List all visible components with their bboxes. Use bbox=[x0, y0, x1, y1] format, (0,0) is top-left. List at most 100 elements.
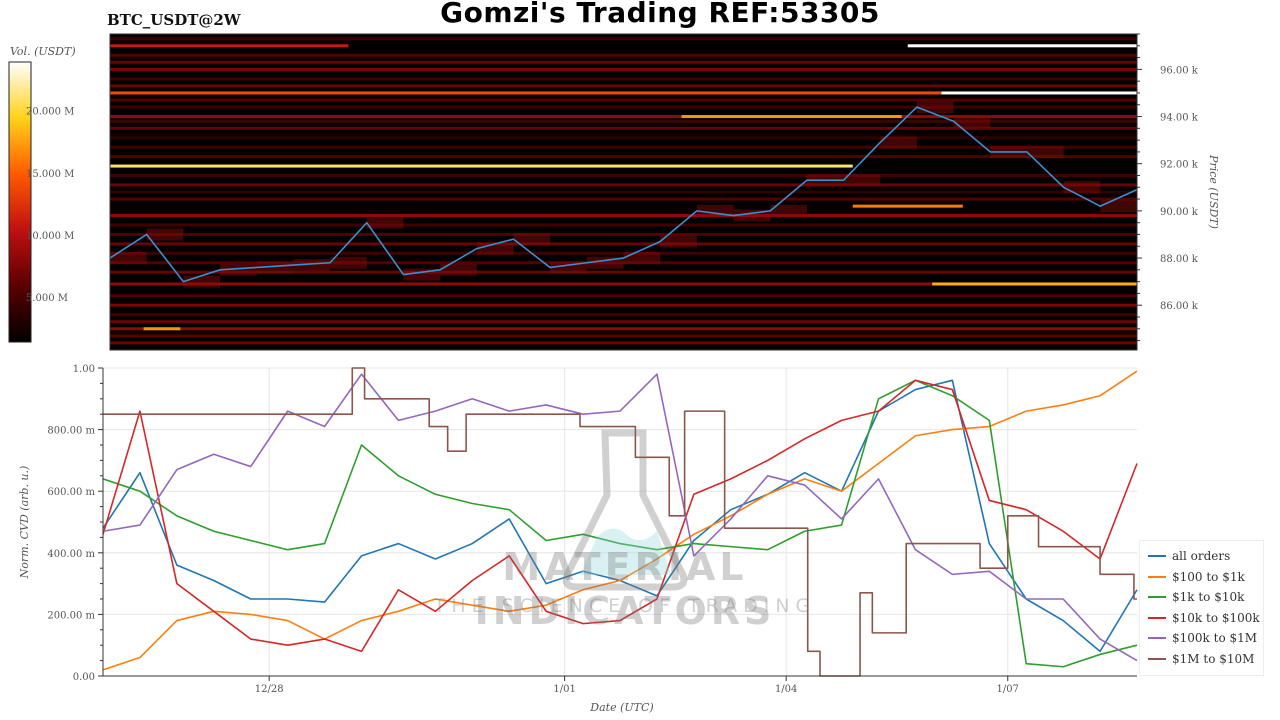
liquidity-level bbox=[110, 126, 1137, 130]
heatmap-frame bbox=[109, 33, 1138, 351]
legend-swatch bbox=[1148, 657, 1166, 660]
liquidity-level bbox=[110, 232, 1137, 236]
price-liquidity-cluster bbox=[220, 263, 257, 276]
colorbar-tick-label: 10.000 M bbox=[26, 231, 74, 242]
legend-item: $1M to $10M bbox=[1148, 649, 1263, 670]
legend-swatch bbox=[1148, 616, 1166, 619]
liquidity-level bbox=[110, 60, 1137, 64]
price-liquidity-cluster bbox=[770, 204, 807, 217]
price-liquidity-cluster bbox=[256, 261, 294, 274]
cvd-series-line bbox=[102, 379, 1138, 668]
colorbar-tick-label: 20.000 M bbox=[26, 107, 74, 118]
price-liquidity-cluster bbox=[1063, 181, 1101, 194]
liquidity-level bbox=[110, 242, 1137, 246]
colorbar-tick-label: 5.000 M bbox=[26, 293, 68, 304]
liquidity-level bbox=[110, 334, 1137, 338]
liquidity-level bbox=[110, 105, 1137, 109]
liquidity-wall bbox=[110, 91, 942, 95]
colorbar: 5.000 M 10.000 M 15.000 M 20.000 M bbox=[8, 61, 74, 343]
liquidity-level bbox=[110, 67, 1137, 71]
cvd-y-tick-label: 200.00 m bbox=[47, 610, 95, 621]
legend-swatch bbox=[1148, 555, 1166, 558]
cvd-y-tick-label: 800.00 m bbox=[47, 426, 95, 437]
liquidity-level bbox=[110, 270, 1137, 274]
price-liquidity-cluster bbox=[1100, 200, 1137, 213]
liquidity-level bbox=[110, 294, 1137, 298]
liquidity-level bbox=[110, 190, 1137, 194]
liquidity-level bbox=[110, 183, 1137, 187]
liquidity-level bbox=[110, 197, 1137, 201]
price-liquidity-cluster bbox=[146, 228, 184, 241]
price-liquidity-cluster bbox=[1026, 145, 1064, 158]
liquidity-level bbox=[110, 303, 1137, 307]
legend-label: $10k to $100k bbox=[1172, 610, 1260, 625]
liquidity-level bbox=[110, 115, 1137, 119]
date-tick-label: 1/04 bbox=[775, 684, 797, 695]
legend-item: $100k to $1M bbox=[1148, 628, 1263, 649]
liquidity-level bbox=[110, 282, 1137, 286]
date-tick-label: 12/28 bbox=[255, 684, 284, 695]
liquidity-level bbox=[110, 327, 1137, 331]
colorbar-bar bbox=[8, 61, 32, 343]
legend-label: all orders bbox=[1172, 549, 1231, 564]
cvd-y-tick-label: 1.00 bbox=[73, 364, 95, 375]
legend-swatch bbox=[1148, 637, 1166, 640]
liquidity-level bbox=[110, 214, 1137, 218]
price-tick-label: 94.00 k bbox=[1160, 113, 1199, 124]
liquidity-wall bbox=[110, 44, 349, 48]
price-liquidity-cluster bbox=[916, 101, 954, 114]
liquidity-wall bbox=[941, 91, 1137, 95]
date-tick-label: 1/07 bbox=[997, 684, 1019, 695]
liquidity-wall bbox=[110, 164, 853, 168]
cvd-y-tick-label: 400.00 m bbox=[47, 549, 95, 560]
price-liquidity-cluster bbox=[953, 115, 991, 128]
date-axis-label: Date (UTC) bbox=[589, 701, 653, 714]
price-tick-label: 92.00 k bbox=[1160, 160, 1199, 171]
liquidity-level bbox=[110, 98, 1137, 102]
liquidity-level bbox=[110, 145, 1137, 149]
liquidity-level bbox=[110, 223, 1137, 227]
liquidity-level bbox=[110, 53, 1137, 57]
price-liquidity-cluster bbox=[110, 252, 147, 265]
cvd-y-axis-label: Norm. CVD (arb. u.) bbox=[18, 466, 31, 580]
price-axis-label: Price (USDT) bbox=[1207, 154, 1220, 229]
liquidity-wall bbox=[143, 327, 181, 331]
price-liquidity-cluster bbox=[366, 216, 404, 229]
price-liquidity-cluster bbox=[440, 263, 477, 276]
cvd-series-line bbox=[102, 379, 1138, 653]
legend-swatch bbox=[1148, 575, 1166, 578]
colorbar-label: Vol. (USDT) bbox=[10, 45, 76, 58]
liquidity-level bbox=[110, 155, 1137, 159]
liquidity-level bbox=[110, 341, 1137, 345]
legend-item: $1k to $10k bbox=[1148, 587, 1263, 608]
price-liquidity-cluster bbox=[183, 275, 221, 288]
liquidity-level bbox=[110, 173, 1137, 177]
price-liquidity-cluster bbox=[623, 252, 661, 265]
legend: all orders $100 to $1k $1k to $10k $10k to … bbox=[1139, 540, 1264, 676]
cvd-panel: 0.00 200.00 m 400.00 m 600.00 m 800.00 m 1.00… bbox=[47, 364, 1138, 695]
legend-item: all orders bbox=[1148, 546, 1263, 567]
heatmap-panel: 86.00 k 88.00 k 90.00 k 92.00 k 94.00 k 96.00… bbox=[109, 33, 1199, 351]
cvd-series-line bbox=[102, 379, 1138, 653]
liquidity-level bbox=[110, 251, 1137, 255]
liquidity-wall bbox=[932, 282, 1137, 286]
chart-main-title: Gomzi's Trading REF:53305 bbox=[440, 0, 880, 29]
liquidity-wall bbox=[852, 204, 963, 208]
legend-item: $10k to $100k bbox=[1148, 608, 1263, 629]
price-tick-label: 86.00 k bbox=[1160, 301, 1199, 312]
liquidity-level bbox=[110, 77, 1137, 81]
legend-label: $100k to $1M bbox=[1172, 631, 1258, 646]
legend-item: $100 to $1k bbox=[1148, 567, 1263, 588]
price-liquidity-cluster bbox=[843, 174, 881, 187]
cvd-y-tick-label: 0.00 bbox=[73, 672, 95, 683]
liquidity-wall bbox=[681, 115, 902, 119]
colorbar-tick-label: 15.000 M bbox=[26, 169, 74, 180]
pair-label: BTC_USDT@2W bbox=[107, 11, 241, 29]
price-liquidity-cluster bbox=[880, 136, 917, 149]
price-tick-label: 88.00 k bbox=[1160, 254, 1199, 265]
cvd-y-tick-label: 600.00 m bbox=[47, 487, 95, 498]
liquidity-level bbox=[110, 84, 1137, 88]
price-liquidity-cluster bbox=[660, 235, 697, 248]
price-liquidity-cluster bbox=[293, 259, 331, 272]
